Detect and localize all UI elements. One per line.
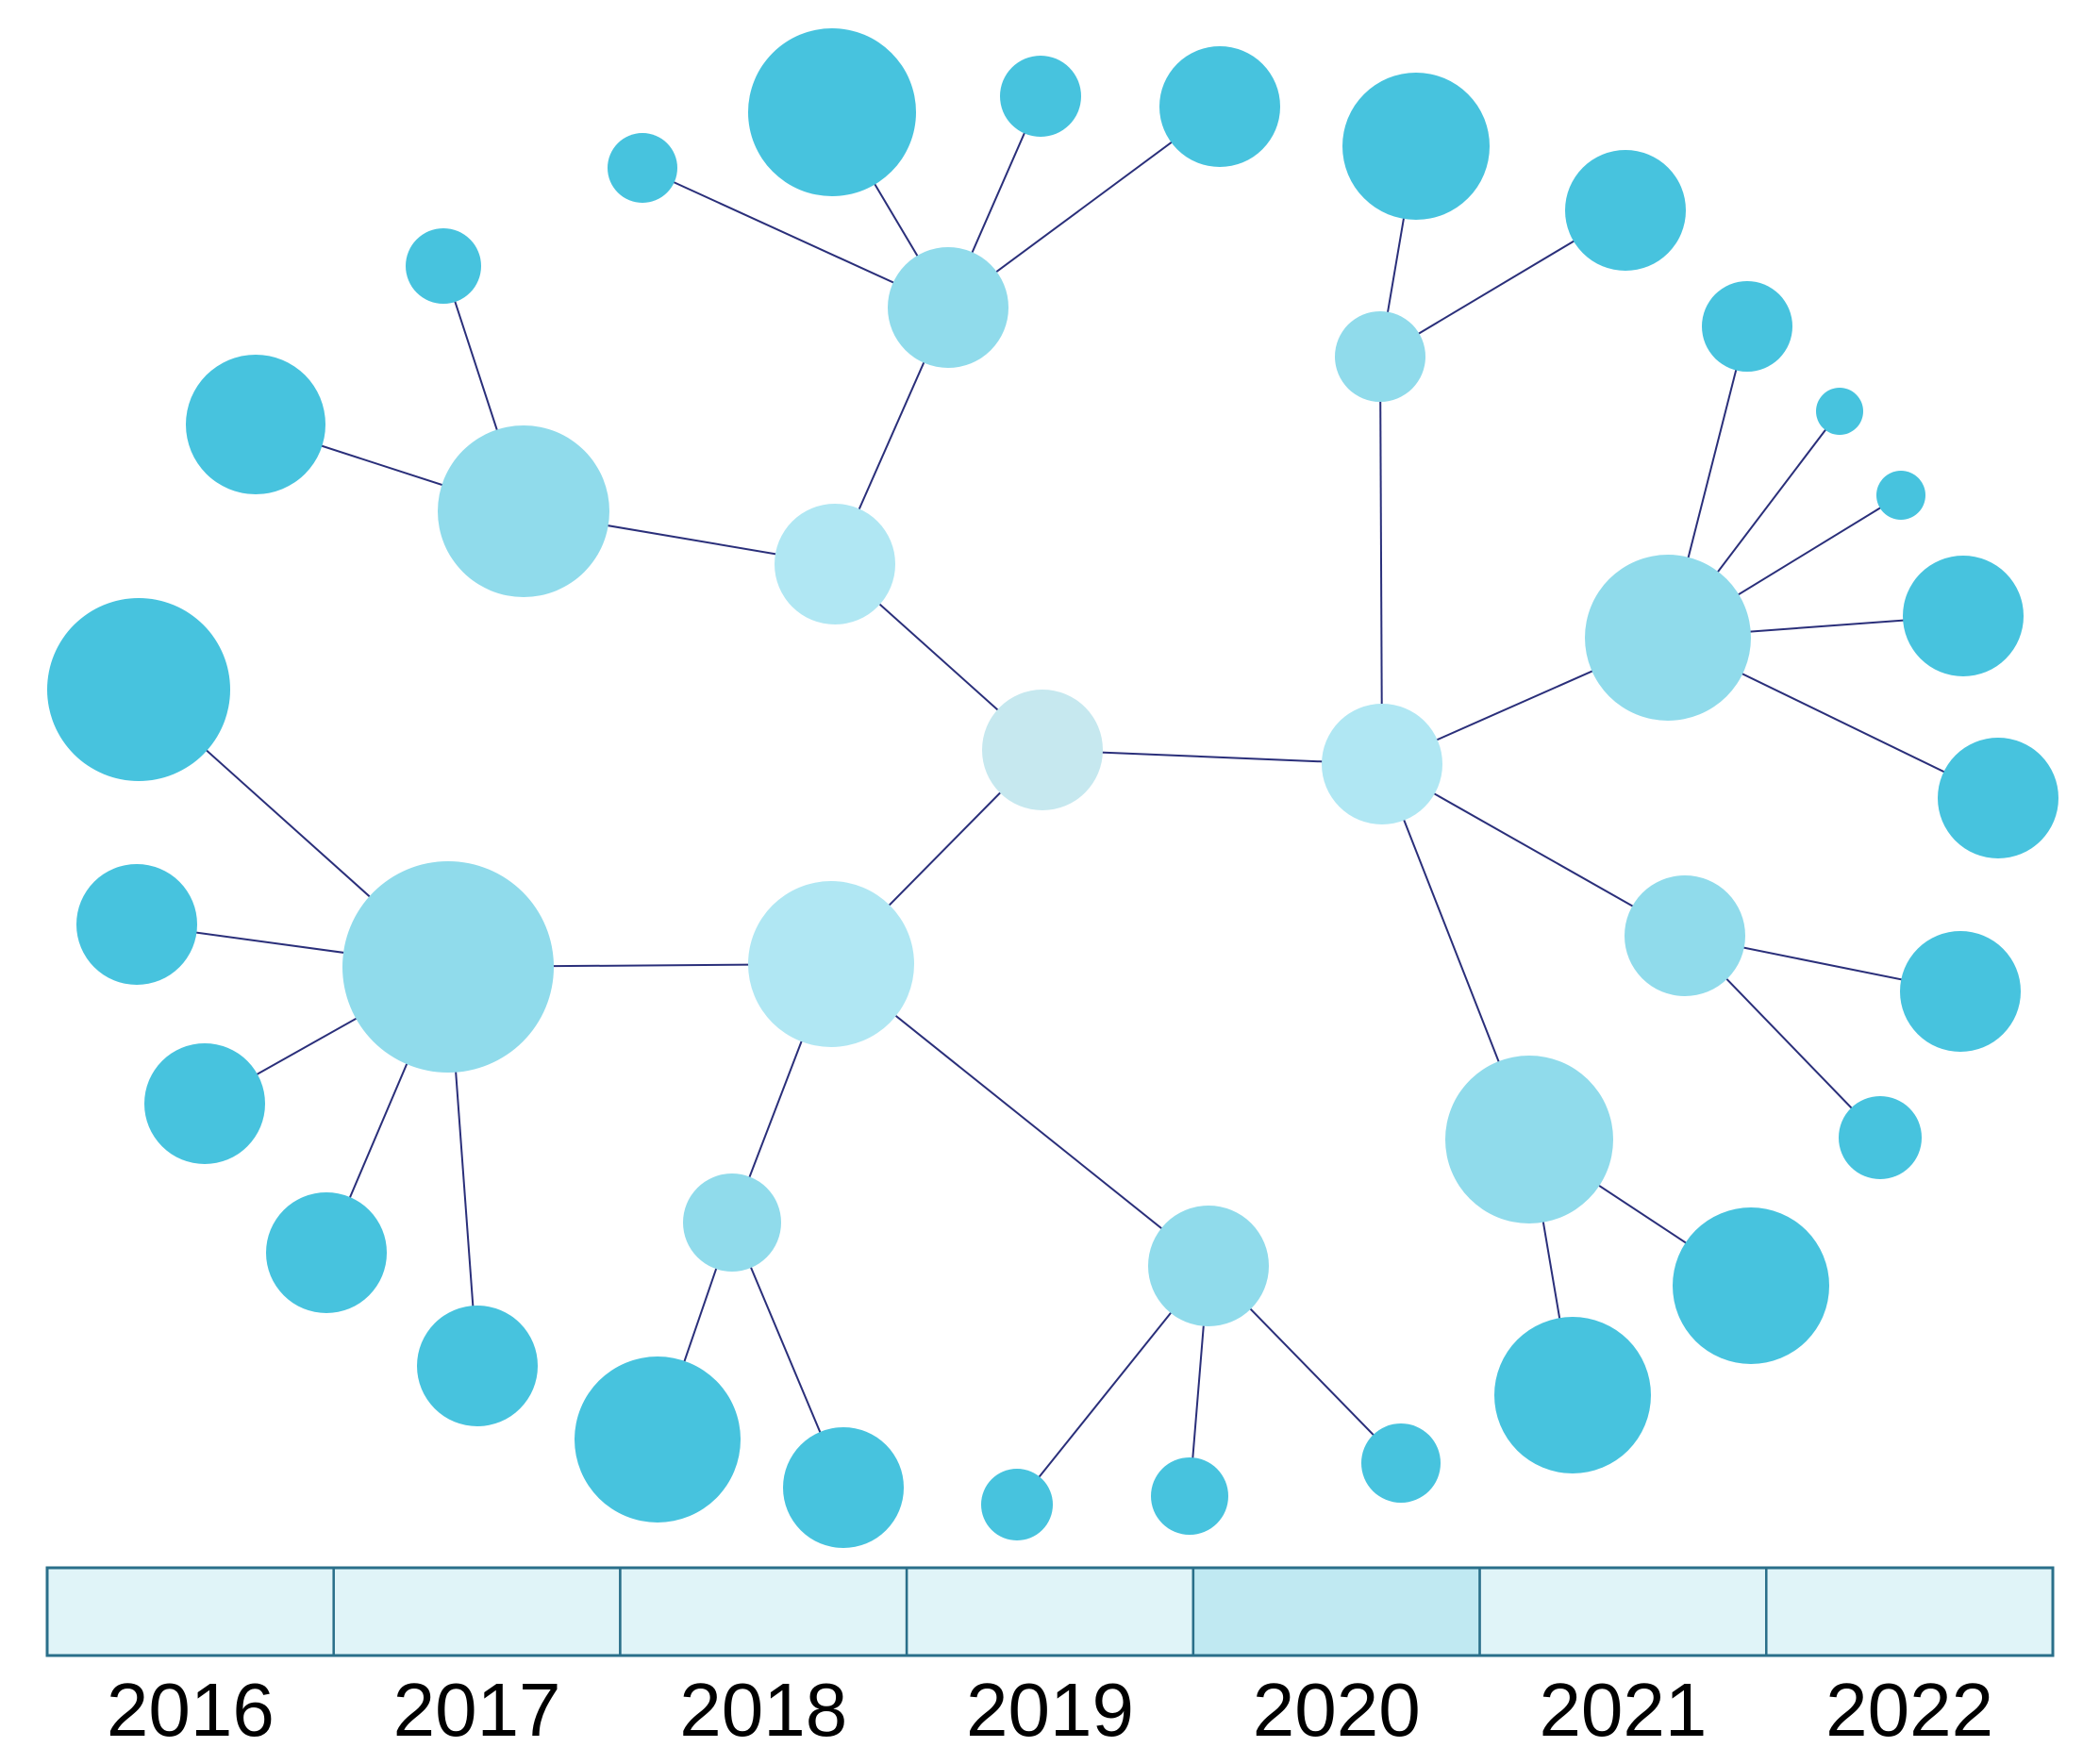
node-leaf-c1a[interactable] (1342, 73, 1490, 220)
node-leaf-a2a[interactable] (608, 133, 677, 203)
node-leaf-c2d[interactable] (1903, 556, 2024, 676)
year-label-2020: 2020 (1253, 1668, 1421, 1752)
node-leaf-b2b[interactable] (783, 1427, 904, 1548)
year-label-2021: 2021 (1539, 1668, 1707, 1752)
node-leaf-c3b[interactable] (1839, 1096, 1922, 1179)
node-level1-c[interactable] (1322, 704, 1442, 824)
node-root-root[interactable] (982, 690, 1103, 810)
timeline-cell-2019[interactable] (905, 1566, 1195, 1657)
node-leaf-c3a[interactable] (1900, 931, 2021, 1052)
node-level2-a2[interactable] (888, 247, 1008, 368)
node-level1-a[interactable] (775, 504, 895, 624)
node-leaf-c2e[interactable] (1938, 738, 2058, 858)
node-level2-c2[interactable] (1585, 555, 1751, 721)
node-leaf-b3c[interactable] (1361, 1423, 1441, 1503)
node-level2-c3[interactable] (1625, 875, 1745, 996)
year-label-2017: 2017 (393, 1668, 561, 1752)
node-leaf-c1b[interactable] (1565, 150, 1686, 271)
node-leaf-a2c[interactable] (1000, 56, 1081, 137)
timeline-cell-2017[interactable] (332, 1566, 622, 1657)
timeline-cell-2020[interactable] (1191, 1566, 1481, 1657)
node-level2-b2[interactable] (683, 1173, 781, 1272)
node-leaf-b1b[interactable] (76, 864, 197, 985)
node-leaf-b1d[interactable] (266, 1192, 387, 1313)
node-leaf-b1a[interactable] (47, 598, 230, 781)
node-leaf-b3b[interactable] (1151, 1457, 1228, 1535)
node-level2-c1[interactable] (1335, 311, 1425, 402)
node-leaf-c2b[interactable] (1816, 388, 1863, 435)
year-label-2022: 2022 (1825, 1668, 1993, 1752)
node-leaf-c2a[interactable] (1702, 281, 1792, 372)
node-leaf-c2c[interactable] (1876, 471, 1925, 520)
node-level1-b[interactable] (748, 881, 914, 1047)
node-leaf-a1b[interactable] (186, 355, 325, 494)
timeline-frame (45, 1566, 2055, 1657)
node-leaf-a1a[interactable] (406, 228, 481, 304)
year-timeline: 2016 2017 2018 2019 2020 2021 2022 (45, 1566, 2055, 1752)
node-leaf-a2d[interactable] (1159, 46, 1280, 167)
timeline-cell-2016[interactable] (45, 1566, 335, 1657)
year-label-2016: 2016 (107, 1668, 275, 1752)
year-label-2018: 2018 (679, 1668, 847, 1752)
node-leaf-b3a[interactable] (981, 1469, 1053, 1540)
node-level2-b3[interactable] (1148, 1206, 1269, 1326)
node-leaf-c4b[interactable] (1494, 1317, 1651, 1473)
tree-nodes (47, 28, 2058, 1548)
timeline-cell-2018[interactable] (619, 1566, 908, 1657)
timeline-cell-2022[interactable] (1765, 1566, 2055, 1657)
node-leaf-b1c[interactable] (144, 1043, 265, 1164)
node-leaf-b2a[interactable] (575, 1356, 741, 1523)
node-level2-c4[interactable] (1445, 1056, 1613, 1223)
node-leaf-b1e[interactable] (417, 1306, 538, 1426)
year-label-2019: 2019 (966, 1668, 1134, 1752)
node-leaf-a2b[interactable] (748, 28, 916, 196)
timeline-cell-2021[interactable] (1478, 1566, 1768, 1657)
node-level2-b1[interactable] (342, 861, 554, 1073)
node-leaf-c4a[interactable] (1673, 1207, 1829, 1364)
node-level2-a1[interactable] (438, 425, 609, 597)
edge-c-c1 (1379, 356, 1383, 765)
